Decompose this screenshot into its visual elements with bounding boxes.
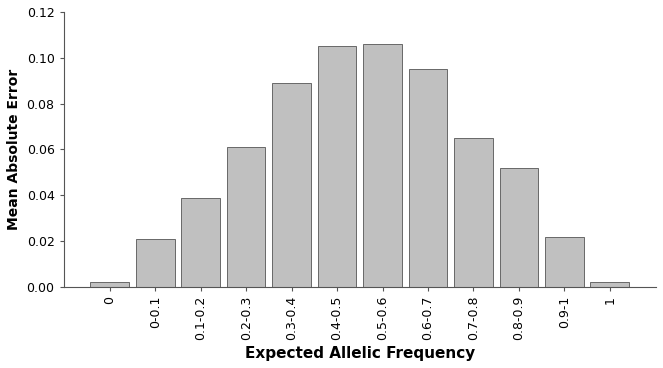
Bar — [500, 168, 538, 287]
Bar — [182, 198, 220, 287]
Y-axis label: Mean Absolute Error: Mean Absolute Error — [7, 69, 21, 230]
Bar — [227, 147, 265, 287]
Bar — [408, 69, 448, 287]
X-axis label: Expected Allelic Frequency: Expected Allelic Frequency — [245, 346, 475, 361]
Bar — [90, 282, 129, 287]
Bar — [454, 138, 493, 287]
Bar — [591, 282, 629, 287]
Bar — [136, 239, 174, 287]
Bar — [363, 44, 402, 287]
Bar — [318, 46, 357, 287]
Bar — [545, 237, 583, 287]
Bar — [272, 83, 311, 287]
